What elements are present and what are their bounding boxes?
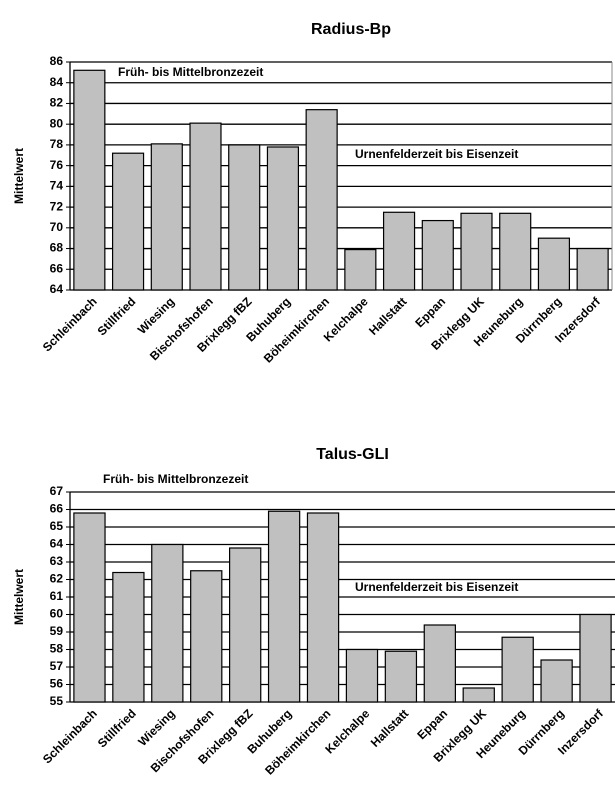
- bar: [151, 543, 184, 703]
- bar: [421, 219, 454, 291]
- bar: [382, 211, 416, 291]
- bar: [73, 512, 106, 703]
- y-tick-label: 74: [50, 179, 64, 193]
- x-tick-label: Eppan: [414, 706, 450, 742]
- bar: [111, 152, 145, 291]
- bar: [306, 512, 340, 703]
- y-tick-label: 66: [50, 261, 64, 275]
- y-axis-label: Mittelwert: [12, 569, 26, 625]
- annotation: Urnenfelderzeit bis Eisenzeit: [355, 147, 518, 161]
- y-tick-label: 65: [50, 519, 64, 533]
- bar: [229, 547, 262, 703]
- y-tick-label: 60: [50, 607, 64, 621]
- bar: [266, 146, 300, 291]
- y-tick-label: 70: [50, 220, 64, 234]
- x-tick-label: Schleinbach: [40, 706, 100, 766]
- annotation: Früh- bis Mittelbronzezeit: [118, 65, 263, 79]
- bar: [499, 212, 532, 291]
- y-tick-label: 61: [50, 589, 64, 603]
- chart-title: Talus-GLI: [316, 446, 389, 463]
- y-tick-label: 57: [50, 659, 64, 673]
- bar: [228, 144, 261, 291]
- y-tick-label: 58: [50, 642, 64, 656]
- annotation: Urnenfelderzeit bis Eisenzeit: [355, 580, 518, 594]
- y-tick-label: 66: [50, 502, 64, 516]
- bar: [112, 571, 145, 703]
- bar: [462, 687, 495, 703]
- bar: [579, 613, 612, 703]
- bar: [576, 247, 609, 291]
- x-tick-label: Hallstatt: [368, 706, 411, 749]
- y-tick-label: 78: [50, 137, 64, 151]
- y-tick-label: 82: [50, 96, 64, 110]
- y-tick-label: 86: [50, 54, 64, 68]
- x-tick-label: Eppan: [412, 294, 448, 330]
- y-tick-label: 59: [50, 624, 64, 638]
- bar: [267, 510, 301, 703]
- bar: [345, 648, 379, 703]
- y-tick-label: 72: [50, 199, 64, 213]
- y-tick-label: 64: [50, 537, 64, 551]
- y-tick-label: 80: [50, 116, 64, 130]
- bar: [460, 212, 493, 291]
- bar: [501, 636, 534, 703]
- y-tick-label: 67: [50, 484, 64, 498]
- y-tick-label: 84: [50, 75, 64, 89]
- annotation: Früh- bis Mittelbronzezeit: [103, 472, 248, 486]
- y-tick-label: 64: [50, 282, 64, 296]
- bar: [423, 624, 456, 703]
- bar: [384, 650, 418, 703]
- x-tick-label: Schleinbach: [40, 294, 100, 354]
- x-tick-label: Hallstatt: [366, 294, 409, 337]
- y-tick-label: 63: [50, 554, 64, 568]
- bar: [537, 237, 571, 291]
- x-tick-label: Stillfried: [95, 294, 139, 338]
- y-tick-label: 62: [50, 572, 64, 586]
- y-tick-label: 68: [50, 241, 64, 255]
- y-tick-label: 55: [50, 694, 64, 708]
- y-tick-label: 76: [50, 158, 64, 172]
- bar: [540, 659, 573, 703]
- chart-title: Radius-Bp: [311, 21, 391, 38]
- y-tick-label: 56: [50, 677, 64, 691]
- y-axis-label: Mittelwert: [12, 148, 26, 204]
- bar: [190, 570, 223, 703]
- bar: [150, 143, 183, 291]
- bar: [305, 109, 338, 291]
- bar: [73, 69, 106, 291]
- bar: [189, 122, 222, 291]
- bar: [344, 248, 377, 291]
- x-tick-label: Stillfried: [95, 706, 139, 750]
